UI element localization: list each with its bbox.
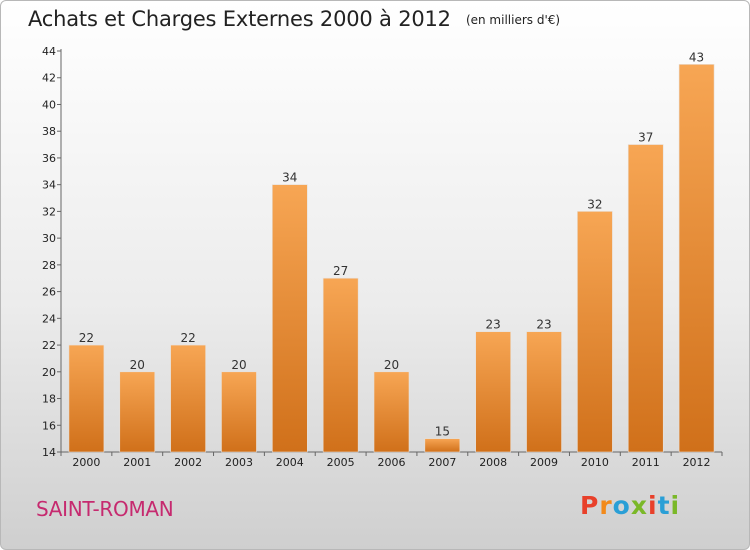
y-tick-label: 20 — [42, 366, 56, 379]
y-tick-label: 34 — [42, 179, 56, 192]
y-tick-label: 38 — [42, 125, 56, 138]
x-tick-label: 2010 — [581, 456, 609, 469]
x-tick-label: 2002 — [174, 456, 202, 469]
bar-value-label: 20 — [130, 358, 145, 372]
bar — [170, 344, 206, 453]
y-tick-label: 24 — [42, 312, 56, 325]
bar — [424, 438, 461, 453]
logo-letter: P — [580, 491, 600, 520]
y-tick-label: 32 — [42, 205, 56, 218]
y-tick-label: 40 — [42, 98, 56, 111]
logo-letter: i — [648, 491, 658, 520]
bar — [475, 331, 511, 453]
bar — [577, 211, 613, 453]
bar-value-label: 43 — [689, 50, 704, 64]
bar-value-label: 22 — [79, 331, 94, 345]
x-tick-label: 2005 — [327, 456, 355, 469]
bar-value-label: 34 — [282, 171, 297, 185]
bar — [322, 277, 359, 453]
bar — [373, 371, 410, 453]
bar-value-label: 27 — [333, 264, 348, 278]
x-tick-label: 2008 — [479, 456, 507, 469]
y-tick-label: 14 — [42, 446, 56, 459]
bar-value-label: 15 — [435, 425, 450, 439]
bar-value-label: 20 — [384, 358, 399, 372]
y-tick-label: 36 — [42, 152, 56, 165]
bar-value-label: 20 — [231, 358, 246, 372]
proxiti-logo: Proxiti — [580, 491, 680, 520]
x-tick-label: 2004 — [276, 456, 304, 469]
place-name: SAINT-ROMAN — [36, 497, 174, 521]
y-tick-label: 18 — [42, 393, 56, 406]
x-tick-label: 2000 — [72, 456, 100, 469]
bar — [68, 344, 105, 453]
x-tick-label: 2006 — [378, 456, 406, 469]
logo-letter: r — [599, 491, 613, 520]
bar-value-label: 32 — [587, 197, 602, 211]
bar-value-label: 22 — [180, 331, 195, 345]
bar — [526, 331, 562, 453]
logo-letter: x — [630, 491, 648, 520]
y-tick-label: 16 — [42, 419, 56, 432]
x-tick-label: 2012 — [683, 456, 711, 469]
y-tick-label: 26 — [42, 286, 56, 299]
x-tick-label: 2007 — [428, 456, 456, 469]
x-tick-label: 2003 — [225, 456, 253, 469]
logo-letter: o — [612, 491, 631, 520]
bar-value-label: 23 — [486, 318, 501, 332]
chart-unit-note: (en milliers d'€) — [465, 13, 561, 27]
chart-title: Achats et Charges Externes 2000 à 2012 — [28, 7, 451, 31]
bar-value-label: 37 — [638, 131, 653, 145]
logo-letter: i — [670, 491, 681, 520]
chart-title-row: Achats et Charges Externes 2000 à 2012 (… — [28, 7, 560, 31]
bar — [119, 371, 156, 453]
bar — [627, 144, 664, 453]
logo-letter: t — [657, 491, 671, 520]
x-tick-label: 2011 — [632, 456, 660, 469]
y-tick-label: 44 — [42, 45, 56, 58]
x-tick-label: 2009 — [530, 456, 558, 469]
bar — [678, 64, 715, 453]
y-tick-label: 28 — [42, 259, 56, 272]
bar-value-label: 23 — [536, 318, 551, 332]
y-tick-label: 22 — [42, 339, 56, 352]
y-tick-label: 30 — [42, 232, 56, 245]
x-tick-label: 2001 — [123, 456, 151, 469]
bar — [272, 184, 308, 453]
bar — [221, 371, 257, 453]
y-tick-label: 42 — [42, 72, 56, 85]
